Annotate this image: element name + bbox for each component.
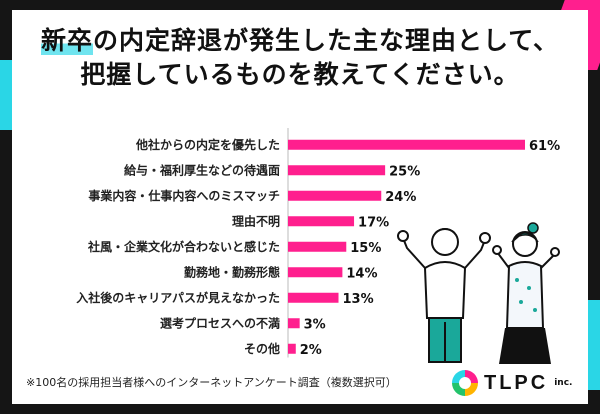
people-illustration	[397, 222, 560, 364]
value-label: 13%	[343, 292, 374, 307]
category-label: 事業内容・仕事内容へのミスマッチ	[88, 188, 280, 203]
content-card: 新卒の内定辞退が発生した主な理由として、 把握しているものを教えてください。 他…	[12, 10, 588, 404]
logo-text: TLPC	[484, 371, 549, 394]
bar	[288, 267, 343, 278]
woman-figure	[492, 222, 560, 364]
value-label: 61%	[529, 139, 560, 154]
title-line-1-rest: の内定辞退が発生した主な理由として、	[93, 26, 560, 55]
value-label: 15%	[350, 241, 381, 256]
bar	[288, 318, 300, 329]
logo-suffix: inc.	[554, 378, 573, 388]
cyan-accent-shape-right	[588, 300, 600, 390]
bar	[288, 190, 382, 201]
page-title: 新卒の内定辞退が発生した主な理由として、 把握しているものを教えてください。	[12, 24, 588, 92]
category-label: その他	[244, 341, 280, 356]
value-label: 14%	[346, 266, 377, 281]
bar	[288, 343, 296, 354]
title-line-1: 新卒の内定辞退が発生した主な理由として、	[12, 24, 588, 58]
title-line-2: 把握しているものを教えてください。	[80, 60, 520, 89]
value-label: 24%	[385, 190, 416, 205]
company-logo: TLPC inc.	[452, 370, 572, 396]
bar	[288, 165, 386, 176]
category-label: 給与・福利厚生などの待遇面	[124, 162, 280, 177]
category-label: 理由不明	[232, 213, 280, 228]
category-label: 入社後のキャリアパスが見えなかった	[76, 290, 280, 305]
category-label: 勤務地・勤務形態	[184, 264, 280, 279]
value-label: 3%	[304, 317, 326, 332]
bar	[288, 139, 525, 150]
value-label: 17%	[358, 215, 389, 230]
bar	[288, 241, 347, 252]
footnote: ※100名の採用担当者様へのインターネットアンケート調査（複数選択可）	[26, 376, 397, 389]
category-label: 社風・企業文化が合わないと感じた	[87, 239, 280, 254]
bar	[288, 216, 355, 227]
bar	[288, 292, 339, 303]
value-label: 2%	[300, 343, 322, 358]
bar-chart: 他社からの内定を優先した 61% 給与・福利厚生などの待遇面 25% 事業内容・仕事内容…	[76, 128, 560, 358]
category-label: 他社からの内定を優先した	[135, 137, 280, 152]
man-figure	[397, 228, 491, 363]
logo-ring-icon	[452, 370, 478, 396]
category-label: 選考プロセスへの不満	[160, 315, 280, 330]
title-highlight: 新卒	[40, 26, 93, 55]
value-label: 25%	[389, 164, 420, 179]
